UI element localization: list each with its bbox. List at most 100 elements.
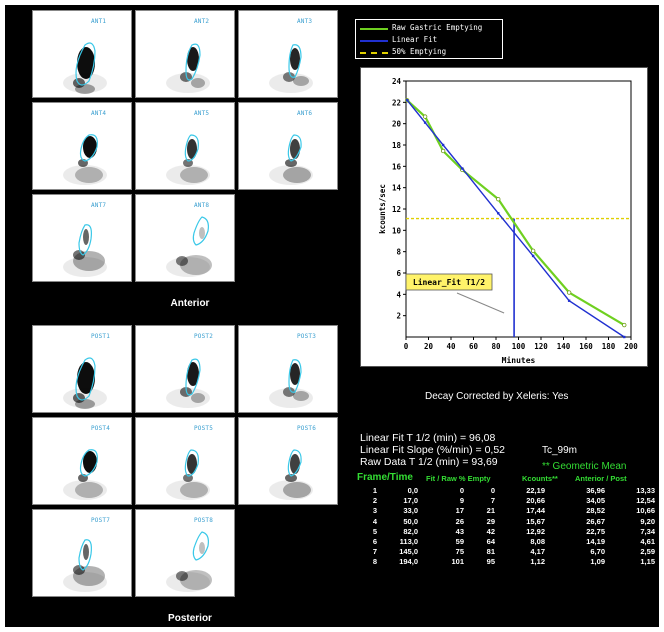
fit-series-line (406, 99, 625, 338)
cell-fit: 17 (455, 506, 464, 516)
cell-post: 1,15 (640, 557, 655, 567)
y-tick-label: 24 (392, 77, 402, 86)
x-tick-label: 100 (512, 342, 526, 351)
cell-time: 145,0 (399, 547, 418, 557)
cell-raw: 21 (486, 506, 495, 516)
cell-ant: 34,05 (586, 496, 605, 506)
scan-image (269, 449, 313, 500)
scan-image (166, 216, 212, 277)
frame-label: POST2 (194, 333, 214, 340)
linear-fit-t-half: Linear Fit T 1/2 (min) = 96,08 (360, 432, 496, 444)
legend-fit-label: Linear Fit (392, 35, 438, 44)
cell-time: 0,0 (407, 486, 418, 495)
legend-raw-label: Raw Gastric Emptying (392, 23, 483, 32)
anterior-tile-2: ANT2 (135, 10, 235, 98)
raw-series-line (406, 99, 625, 327)
cell-frame: 4 (372, 516, 377, 526)
scan-image (166, 134, 210, 185)
cell-post: 13,33 (636, 486, 655, 495)
cell-fit: 59 (455, 537, 464, 546)
x-tick-label: 180 (602, 342, 616, 351)
roi-outline (78, 224, 92, 256)
cell-frame: 2 (372, 496, 377, 506)
fit-point (461, 167, 464, 170)
posterior-tile-3: POST3 (238, 325, 338, 413)
y-tick-label: 4 (396, 290, 401, 299)
cell-raw: 42 (486, 526, 495, 536)
annotation-leader (456, 292, 505, 314)
x-axis-label: Minutes (502, 355, 536, 365)
cell-frame: 1 (372, 486, 377, 495)
raw-data-t-half: Raw Data T 1/2 (min) = 93,69 (360, 456, 498, 468)
frame-label: ANT6 (297, 110, 313, 117)
y-tick-label: 14 (392, 184, 402, 193)
raw-point (566, 290, 572, 295)
legend-half-swatch (360, 52, 388, 54)
scan-image (166, 449, 210, 500)
anterior-tile-3: ANT3 (238, 10, 338, 98)
cell-fit: 75 (455, 547, 464, 557)
roi-outline (192, 216, 209, 246)
roi-outline (79, 134, 98, 162)
posterior-tile-8: POST8 (135, 509, 235, 597)
x-tick-label: 60 (469, 342, 479, 351)
legend-half-label: 50% Emptying (392, 47, 447, 56)
scan-image (63, 357, 107, 409)
cell-ant: 22,75 (586, 526, 605, 536)
y-tick-label: 12 (392, 205, 401, 214)
cell-time: 82,0 (403, 526, 418, 536)
cell-ant: 14,19 (586, 537, 605, 546)
cell-fit: 43 (455, 526, 464, 536)
scan-image (63, 449, 107, 500)
frame-label: POST6 (297, 425, 317, 432)
anterior-tile-4: ANT4 (32, 102, 132, 190)
frame-label: ANT4 (91, 110, 107, 117)
frame-label: POST8 (194, 517, 214, 524)
roi-outline (185, 43, 201, 81)
legend-fit-swatch (360, 40, 388, 42)
fit-point (497, 212, 500, 215)
fit-point (405, 99, 409, 102)
posterior-tile-5: POST5 (135, 417, 235, 505)
y-tick-label: 18 (392, 141, 402, 150)
frame-label: ANT5 (194, 110, 210, 117)
chart-legend: Raw Gastric Emptying Linear Fit 50% Empt… (355, 19, 503, 59)
posterior-tile-6: POST6 (238, 417, 338, 505)
frame-label: ANT7 (91, 202, 107, 209)
cell-frame: 6 (372, 537, 377, 546)
decay-note: Decay Corrected by Xeleris: Yes (425, 391, 569, 402)
raw-point (440, 148, 446, 154)
frame-label: POST4 (91, 425, 111, 432)
raw-point (496, 196, 501, 202)
cell-fit: 101 (451, 557, 464, 567)
gastric-emptying-chart: 2 4 6 8 10 12 14 16 18 20 22 24 0 20 40 60 80 100 120 140 16… (360, 67, 648, 367)
cell-time: 50,0 (403, 516, 418, 526)
anterior-tile-1: ANT1 (32, 10, 132, 98)
x-tick-label: 120 (534, 342, 548, 351)
posterior-tile-2: POST2 (135, 325, 235, 413)
roi-outline (288, 359, 302, 393)
scan-image (63, 539, 107, 592)
header-anterior-post: Anterior / Post (575, 474, 627, 483)
cell-post: 4,61 (640, 537, 655, 546)
roi-outline (184, 449, 199, 477)
cell-post: 12,54 (636, 496, 655, 506)
roi-outline (192, 531, 209, 561)
fit-point (623, 335, 626, 339)
roi-outline (75, 42, 96, 86)
frame-label: ANT2 (194, 18, 210, 25)
anterior-tile-5: ANT5 (135, 102, 235, 190)
raw-point (422, 114, 428, 119)
cell-ant: 26,67 (586, 516, 605, 526)
scan-image (269, 359, 313, 408)
roi-outline (75, 357, 96, 401)
header-fit-raw: Fit / Raw % Empty (426, 474, 491, 483)
cell-kcounts: 8,08 (530, 537, 545, 546)
anterior-caption: Anterior (170, 298, 210, 309)
cell-ant: 36,96 (586, 486, 605, 495)
x-tick-label: 20 (424, 342, 434, 351)
cell-ant: 1,09 (590, 557, 605, 567)
x-tick-label: 40 (446, 342, 456, 351)
cell-kcounts: 4,17 (530, 547, 545, 557)
anterior-tile-6: ANT6 (238, 102, 338, 190)
